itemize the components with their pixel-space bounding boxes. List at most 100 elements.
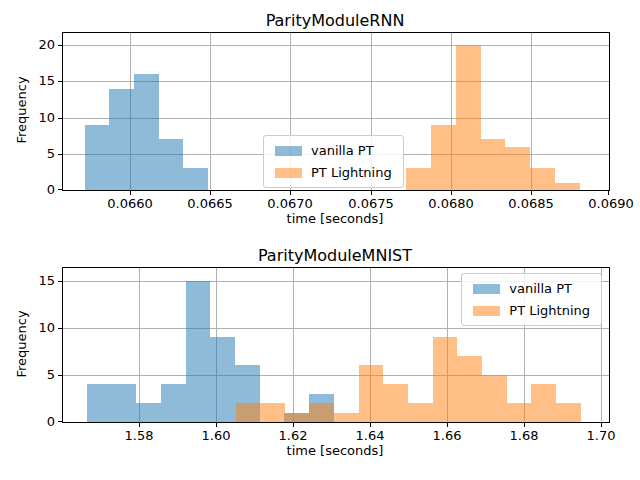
histogram-bar (161, 384, 186, 422)
x-tick-mark (139, 423, 140, 427)
x-tick-label: 1.70 (571, 428, 631, 443)
y-tick-mark (58, 81, 62, 82)
plot-area: vanilla PT PT Lightning 0.06600.06650.06… (62, 32, 610, 191)
x-tick-label: 1.64 (340, 428, 400, 443)
legend-label: PT Lightning (509, 303, 590, 318)
x-tick-mark (216, 423, 217, 427)
x-tick-mark (290, 191, 291, 195)
histogram-bar (334, 413, 359, 422)
x-tick-mark (130, 191, 131, 195)
x-tick-mark (531, 191, 532, 195)
plot-area: vanilla PT PT Lightning 1.581.601.621.64… (62, 267, 610, 423)
y-tick-label: 10 (15, 320, 55, 335)
histogram-bar (285, 413, 309, 422)
histogram-bar (456, 45, 481, 190)
gridline (63, 45, 609, 46)
histogram-bar (134, 74, 159, 190)
histogram-bar (383, 384, 408, 422)
legend-item: PT Lightning (275, 165, 392, 180)
histogram-bar (457, 356, 482, 422)
plot-title: ParityModuleMNIST (62, 246, 608, 265)
histogram-bar (260, 403, 285, 422)
gridline (63, 328, 609, 329)
histogram-bar (236, 403, 260, 422)
legend-item: vanilla PT (275, 143, 392, 158)
plot-title: ParityModuleRNN (62, 11, 608, 30)
histogram-bar (159, 139, 183, 190)
histogram-bar (109, 89, 134, 190)
legend: vanilla PT PT Lightning (461, 273, 602, 326)
histogram-bar (530, 168, 555, 190)
histogram-bar (555, 183, 580, 190)
x-axis-label: time [seconds] (62, 443, 608, 459)
x-tick-mark (608, 191, 609, 195)
histogram-bar (112, 384, 136, 422)
y-tick-mark (58, 45, 62, 46)
histogram-bar (482, 375, 507, 422)
y-tick-label: 5 (15, 367, 55, 382)
x-tick-label: 0.0660 (100, 196, 160, 211)
gridline (210, 33, 211, 190)
y-tick-label: 0 (15, 414, 55, 429)
legend-swatch-vanilla-pt (275, 146, 302, 156)
histogram-bar (531, 384, 556, 422)
y-tick-label: 15 (15, 73, 55, 88)
x-tick-mark (601, 423, 602, 427)
x-tick-mark (370, 423, 371, 427)
legend: vanilla PT PT Lightning (263, 135, 404, 188)
x-tick-mark (447, 423, 448, 427)
y-tick-mark (58, 375, 62, 376)
x-tick-label: 0.0685 (501, 196, 561, 211)
gridline (139, 268, 140, 422)
legend-label: vanilla PT (509, 281, 572, 296)
histogram-bar (556, 403, 581, 422)
x-tick-mark (210, 191, 211, 195)
x-tick-label: 1.62 (263, 428, 323, 443)
x-tick-label: 0.0690 (581, 196, 640, 211)
x-tick-label: 0.0680 (421, 196, 481, 211)
histogram-bar (309, 403, 334, 422)
gridline (63, 375, 609, 376)
gridline (531, 33, 532, 190)
histogram-bar (87, 384, 112, 422)
histogram-bar (210, 337, 235, 422)
histogram-bar (406, 168, 431, 190)
x-tick-label: 1.58 (109, 428, 169, 443)
x-tick-label: 1.66 (417, 428, 477, 443)
histogram-bar (408, 403, 433, 422)
y-tick-mark (58, 118, 62, 119)
legend-swatch-pt-lightning (473, 306, 500, 316)
legend-item: PT Lightning (473, 303, 590, 318)
y-tick-label: 10 (15, 110, 55, 125)
legend-item: vanilla PT (473, 281, 590, 296)
y-tick-mark (58, 154, 62, 155)
y-tick-label: 0 (15, 182, 55, 197)
figure: ParityModuleRNN Frequency vanilla PT PT … (0, 0, 640, 480)
x-tick-label: 1.60 (186, 428, 246, 443)
legend-label: PT Lightning (311, 165, 392, 180)
x-tick-mark (524, 423, 525, 427)
legend-swatch-pt-lightning (275, 168, 302, 178)
x-tick-label: 0.0665 (180, 196, 240, 211)
y-tick-mark (58, 281, 62, 282)
y-tick-mark (58, 421, 62, 422)
histogram-bar (136, 403, 161, 422)
x-tick-label: 1.68 (494, 428, 554, 443)
histogram-bar (433, 337, 457, 422)
gridline (293, 268, 294, 422)
legend-swatch-vanilla-pt (473, 284, 500, 294)
x-tick-mark (451, 191, 452, 195)
y-tick-label: 15 (15, 273, 55, 288)
y-tick-mark (58, 189, 62, 190)
histogram-bar (85, 125, 109, 190)
y-tick-mark (58, 328, 62, 329)
histogram-bar (183, 168, 208, 190)
histogram-bar (507, 403, 531, 422)
histogram-bar (359, 365, 383, 422)
y-tick-label: 5 (15, 146, 55, 161)
histogram-bar (186, 281, 210, 422)
histogram-bar (505, 147, 530, 190)
legend-label: vanilla PT (311, 143, 374, 158)
histogram-bar (431, 125, 456, 190)
x-axis-label: time [seconds] (62, 211, 608, 227)
